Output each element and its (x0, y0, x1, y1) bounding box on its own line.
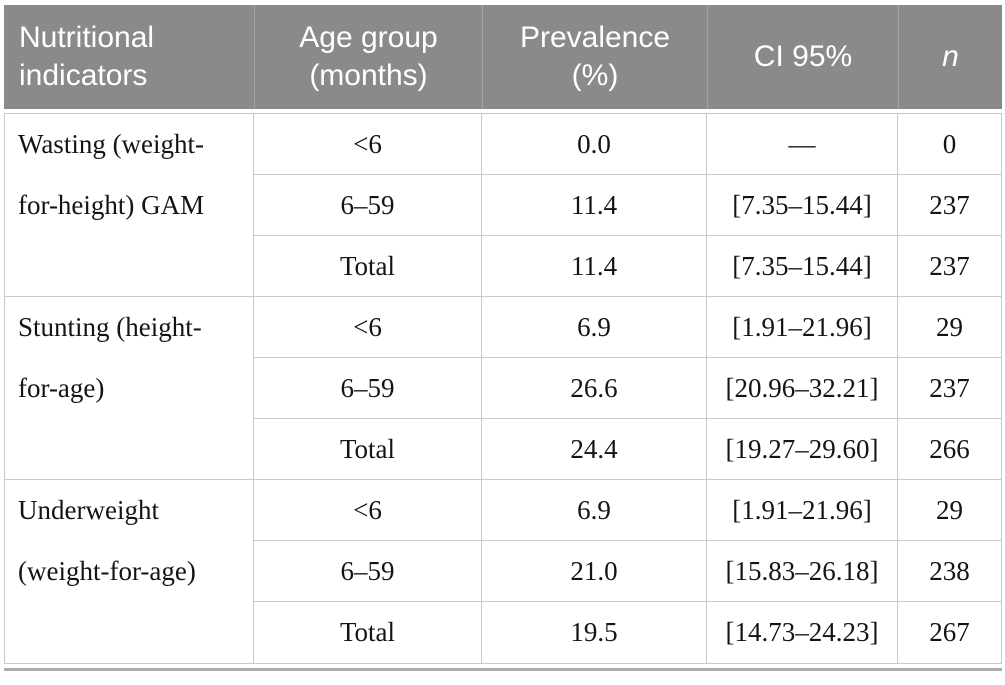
age-group-cell: 6–59 (254, 541, 482, 602)
prevalence-cell: 19.5 (482, 602, 707, 663)
prevalence-cell: 24.4 (482, 419, 707, 480)
indicator-cell-stunting: Stunting (height- for-age) (5, 297, 254, 480)
header-cell-nutritional-indicators: Nutritional indicators (19, 21, 155, 92)
table-body: Wasting (weight- for-height) GAM <6 0.0 … (4, 113, 1002, 664)
age-group-cell: Total (254, 419, 482, 480)
age-group-cell: 6–59 (254, 358, 482, 419)
nutrition-table: Nutritional indicators Age group (months… (4, 5, 1002, 671)
header-cell-prevalence: Prevalence (%) (482, 5, 707, 109)
n-cell: 267 (929, 617, 970, 647)
prevalence-cell: 0.0 (482, 114, 707, 175)
table-header-row: Nutritional indicators Age group (months… (4, 5, 1002, 109)
indicator-cell-wasting: Wasting (weight- for-height) GAM (5, 114, 254, 297)
age-group-cell: Total (254, 602, 482, 663)
indicator-cell-underweight: Underweight (weight-for-age) (5, 480, 254, 663)
age-group-cell: <6 (254, 114, 482, 175)
n-cell: 237 (898, 236, 1001, 297)
prevalence-cell: 11.4 (482, 236, 707, 297)
table-bottom-rule (4, 668, 1002, 671)
ci-cell: [19.27–29.60] (707, 419, 898, 480)
age-group-cell: <6 (254, 297, 482, 358)
ci-cell: — (707, 114, 898, 175)
ci-cell: [20.96–32.21] (707, 358, 898, 419)
n-cell: 266 (898, 419, 1001, 480)
n-cell: 237 (898, 175, 1001, 236)
ci-cell: [14.73–24.23] (707, 602, 898, 663)
prevalence-cell: 6.9 (482, 480, 707, 541)
age-group-cell: 6–59 (254, 175, 482, 236)
n-cell: 238 (898, 541, 1001, 602)
prevalence-cell: 21.0 (482, 541, 707, 602)
ci-cell: [7.35–15.44] (707, 175, 898, 236)
ci-cell: [1.91–21.96] (707, 480, 898, 541)
ci-cell: [1.91–21.96] (707, 297, 898, 358)
prevalence-cell: 11.4 (482, 175, 707, 236)
prevalence-cell: 26.6 (482, 358, 707, 419)
header-cell-ci95: CI 95% (707, 5, 898, 109)
n-cell: 29 (898, 480, 1001, 541)
age-group-cell: <6 (254, 480, 482, 541)
n-cell: 237 (898, 358, 1001, 419)
n-cell: 29 (898, 297, 1001, 358)
ci-cell: [7.35–15.44] (707, 236, 898, 297)
header-cell-age-group: Age group (months) (254, 5, 482, 109)
prevalence-cell: 6.9 (482, 297, 707, 358)
header-cell-n: n (898, 5, 1002, 109)
ci-cell: [15.83–26.18] (707, 541, 898, 602)
age-group-cell: Total (254, 236, 482, 297)
n-cell: 0 (898, 114, 1001, 175)
